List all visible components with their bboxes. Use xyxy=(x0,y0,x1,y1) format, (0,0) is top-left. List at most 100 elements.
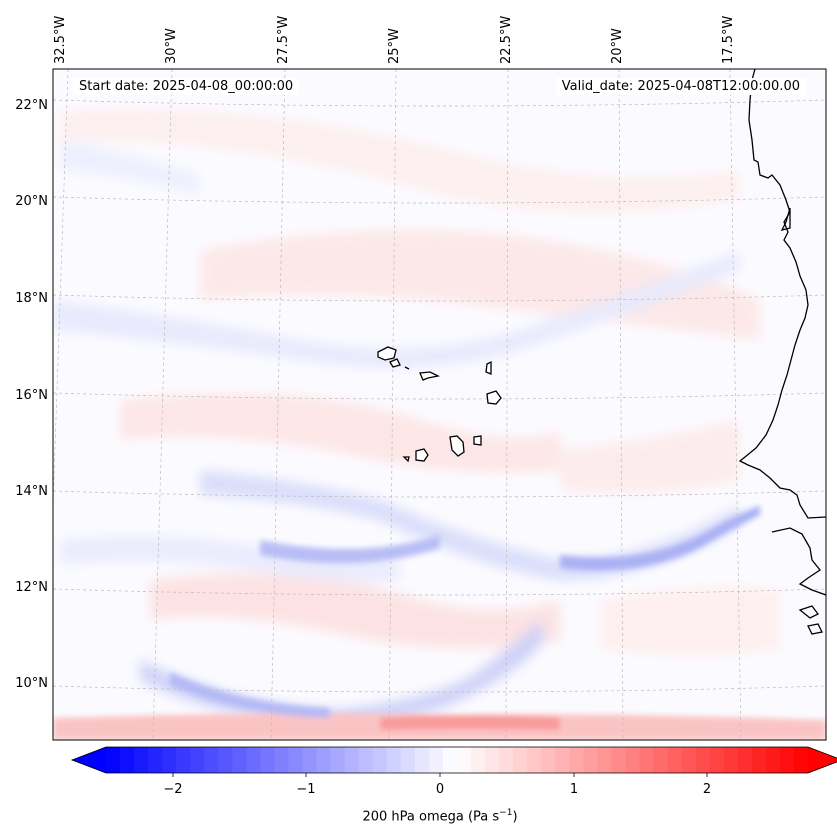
island-boa-vista xyxy=(486,390,502,405)
colorbar-segment xyxy=(583,747,598,773)
lat-label: 22°N xyxy=(15,98,48,113)
colorbar-segment xyxy=(218,747,233,773)
island-santa-luzia xyxy=(404,366,410,370)
colorbar-tick-label: 0 xyxy=(435,782,445,797)
island-sao-vicente xyxy=(389,358,401,368)
colorbar-extend-max xyxy=(808,747,837,773)
colorbar-segment xyxy=(709,747,725,773)
africa-coastline xyxy=(738,69,826,519)
map-frame xyxy=(52,68,827,741)
start-date-label: Start date: 2025-04-08_00:00:00 xyxy=(73,78,300,95)
colorbar-segment xyxy=(555,747,570,773)
lat-label: 10°N xyxy=(15,676,48,691)
lat-label: 20°N xyxy=(15,194,48,209)
lat-label: 14°N xyxy=(15,484,48,499)
colorbar-label: 200 hPa omega (Pa s−1) xyxy=(362,808,518,825)
colorbar-segment xyxy=(639,747,655,773)
graticule xyxy=(53,69,826,740)
colorbar-segment xyxy=(120,747,135,773)
lon-label: 25°W xyxy=(387,28,402,64)
colorbar-segment xyxy=(162,747,177,773)
omega-positive-region xyxy=(150,573,560,648)
coastline xyxy=(738,69,826,635)
colorbar-segment xyxy=(485,747,500,773)
omega-negative-region xyxy=(60,140,200,195)
colorbar-segment xyxy=(386,747,402,773)
colorbar-segment xyxy=(372,747,388,773)
colorbar-segment xyxy=(148,747,163,773)
colorbar-segment xyxy=(442,747,458,773)
colorbar-segment xyxy=(499,747,514,773)
africa-coastline xyxy=(771,527,826,596)
omega-positive-band xyxy=(380,715,560,730)
colorbar-segment xyxy=(681,747,697,773)
island-sal xyxy=(485,360,492,375)
colorbar-segment xyxy=(344,747,360,773)
colorbar-segment xyxy=(457,747,472,773)
island-santo-antao xyxy=(377,346,397,361)
island-brava xyxy=(402,456,410,463)
cape-verde-islands xyxy=(377,346,502,463)
colorbar-segment xyxy=(400,747,416,773)
colorbar-segment xyxy=(330,747,346,773)
colorbar-segment xyxy=(428,747,444,773)
colorbar-segment xyxy=(288,747,304,773)
colorbar-segment xyxy=(751,747,767,773)
colorbar-segment xyxy=(625,747,641,773)
colorbar-tick-label: 2 xyxy=(702,782,712,797)
omega-negative-band xyxy=(260,535,440,564)
colorbar-segment xyxy=(106,747,121,773)
colorbar xyxy=(70,746,837,777)
lat-label: 16°N xyxy=(15,388,48,403)
omega-positive-region xyxy=(60,108,740,213)
colorbar-segment xyxy=(541,747,556,773)
colorbar-segment xyxy=(414,747,430,773)
lon-label: 20°W xyxy=(610,28,625,64)
lon-label: 17.5°W xyxy=(721,15,736,64)
colorbar-segment xyxy=(695,747,711,773)
colorbar-segment xyxy=(302,747,318,773)
colorbar-segment xyxy=(723,747,739,773)
omega-positive-region xyxy=(560,420,740,494)
omega-positive-region xyxy=(600,586,780,655)
colorbar-segment xyxy=(597,747,613,773)
colorbar-segment xyxy=(471,747,486,773)
bijagos-islands xyxy=(807,623,823,635)
colorbar-segment xyxy=(793,747,809,773)
island-santiago xyxy=(449,435,465,457)
colorbar-tick-label: −1 xyxy=(296,782,316,797)
colorbar-segment xyxy=(667,747,683,773)
omega-negative-region xyxy=(200,470,740,580)
colorbar-segment xyxy=(274,747,290,773)
colorbar-segment xyxy=(611,747,627,773)
omega-positive-region xyxy=(120,393,560,473)
omega-negative-band xyxy=(560,505,760,571)
lat-label: 18°N xyxy=(15,291,48,306)
colorbar-segment xyxy=(316,747,332,773)
colorbar-segment xyxy=(260,747,276,773)
colorbar-segment xyxy=(737,747,753,773)
island-maio xyxy=(473,435,482,446)
colorbar-segment xyxy=(204,747,219,773)
colorbar-segment xyxy=(513,747,528,773)
colorbar-segment xyxy=(246,747,262,773)
lon-label: 27.5°W xyxy=(276,15,291,64)
lon-label: 32.5°W xyxy=(53,15,68,64)
colorbar-segment xyxy=(569,747,584,773)
colorbar-segment xyxy=(358,747,374,773)
colorbar-segment xyxy=(779,747,795,773)
colorbar-ticks xyxy=(172,773,708,777)
island-fogo xyxy=(415,448,429,462)
island-sao-nicolau xyxy=(419,371,440,381)
colorbar-segment xyxy=(176,747,191,773)
lon-label: 22.5°W xyxy=(499,15,514,64)
lat-label: 12°N xyxy=(15,580,48,595)
colorbar-outline xyxy=(70,746,837,774)
colorbar-extend-min xyxy=(72,747,106,773)
valid-date-label: Valid_date: 2025-04-08T12:00:00.00 xyxy=(555,78,806,95)
colorbar-tick-label: −2 xyxy=(163,782,183,797)
colorbar-segment xyxy=(653,747,669,773)
lon-label: 30°W xyxy=(164,28,179,64)
omega-field xyxy=(53,69,826,740)
